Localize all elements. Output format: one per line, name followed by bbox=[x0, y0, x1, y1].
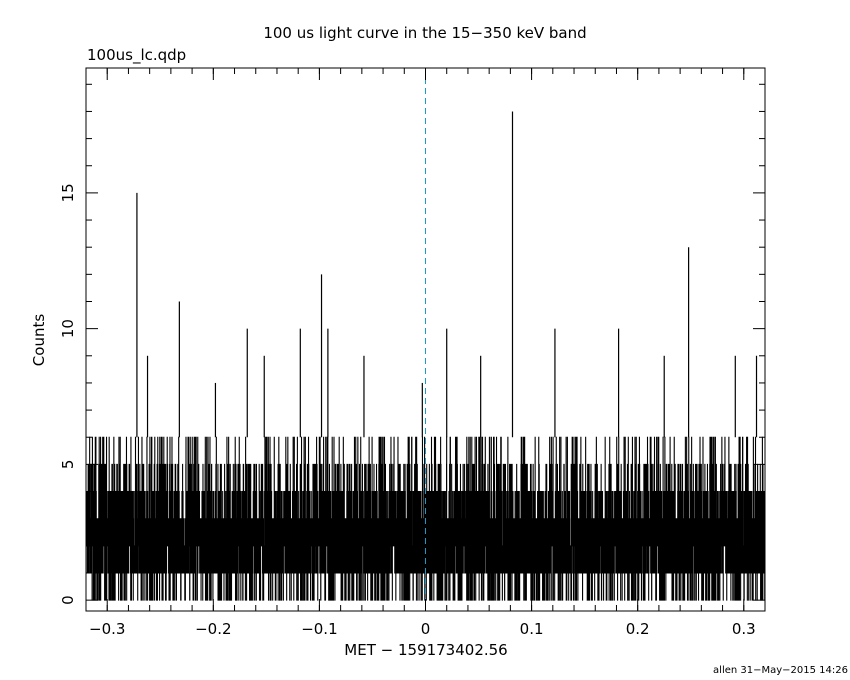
axis-ticks: −0.3 −0.2 −0.1 0 0.1 0.2 0.3 0 5 10 15 bbox=[59, 68, 765, 638]
footer-stamp: allen 31−May−2015 14:26 bbox=[713, 665, 848, 676]
y-tick-label-1: 5 bbox=[59, 460, 77, 470]
x-axis-label: MET − 159173402.56 bbox=[344, 641, 507, 659]
light-curve-series bbox=[85, 111, 766, 601]
x-tick-label-0: −0.3 bbox=[89, 620, 125, 638]
x-tick-label-1: −0.2 bbox=[195, 620, 231, 638]
y-tick-label-3: 15 bbox=[59, 183, 77, 202]
x-tick-label-5: 0.2 bbox=[626, 620, 650, 638]
x-tick-label-2: −0.1 bbox=[301, 620, 337, 638]
x-tick-label-6: 0.3 bbox=[732, 620, 756, 638]
y-tick-label-2: 10 bbox=[59, 319, 77, 338]
y-axis-label: Counts bbox=[30, 314, 48, 367]
x-tick-label-3: 0 bbox=[421, 620, 431, 638]
chart-title: 100 us light curve in the 15−350 keV ban… bbox=[263, 24, 586, 42]
y-tick-label-0: 0 bbox=[59, 595, 77, 605]
chart-subtitle: 100us_lc.qdp bbox=[87, 46, 186, 65]
x-tick-label-4: 0.1 bbox=[520, 620, 544, 638]
